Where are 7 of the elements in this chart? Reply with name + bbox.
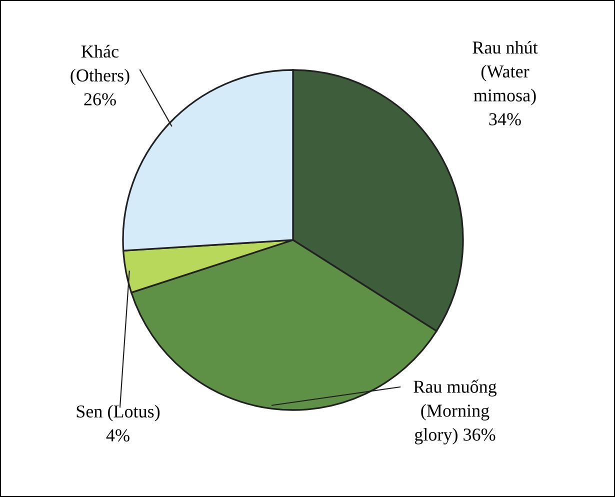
slice-label: Khác (Others) — [70, 44, 130, 86]
slice-label: Rau nhút (Water mimosa) — [472, 40, 538, 106]
data-label: 34% — [489, 113, 521, 126]
slice-label: Rau muống (Morning glory) 36% — [414, 380, 497, 444]
slice-label: Sen (Lotus) — [76, 404, 160, 422]
data-label: 26% — [84, 93, 116, 106]
data-label: 4% — [106, 429, 130, 442]
